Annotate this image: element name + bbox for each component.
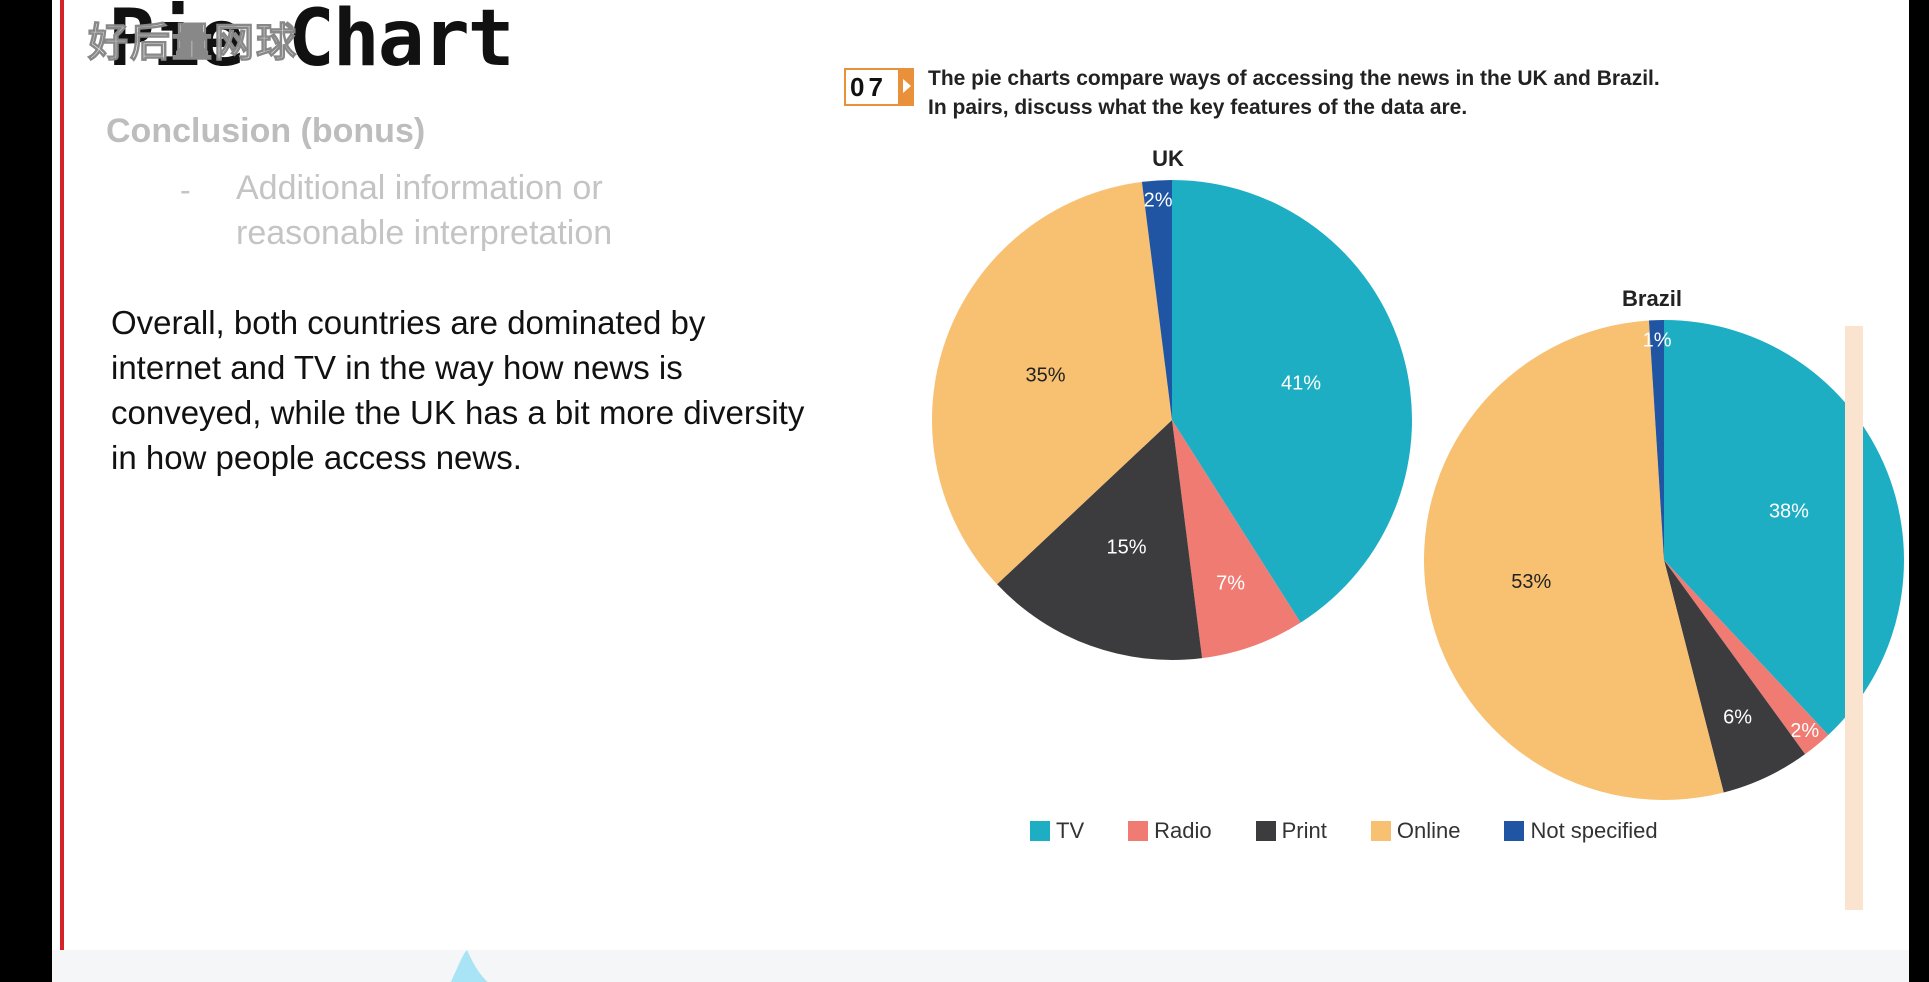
slide-title: Pie Chart	[108, 0, 515, 84]
legend-item-online: Online	[1370, 818, 1461, 844]
pie-slice-print	[997, 420, 1203, 661]
exercise-number-badge: 07	[844, 68, 914, 106]
chart-legend: TV Radio Print Online Not specified	[1030, 818, 1658, 844]
legend-label: Radio	[1154, 818, 1212, 843]
legend-swatch	[1255, 821, 1276, 841]
pie-data-label: 1%	[1643, 329, 1672, 351]
pie-slice-not-specified	[1141, 180, 1172, 420]
legend-swatch	[1370, 821, 1391, 841]
legend-item-radio: Radio	[1128, 818, 1212, 844]
pie-data-label: 7%	[1216, 573, 1245, 595]
pie-data-label: 2%	[1144, 190, 1173, 212]
pie-data-label: 41%	[1281, 373, 1321, 395]
pie-slice-online	[1424, 320, 1724, 800]
legend-item-print: Print	[1255, 818, 1327, 844]
pie-data-label: 53%	[1511, 571, 1551, 593]
caption-line-1: The pie charts compare ways of accessing…	[928, 67, 1660, 90]
legend-label: Not specified	[1530, 818, 1658, 843]
slide: Pie Chart 好后量网球 Conclusion (bonus) - Add…	[52, 0, 1909, 982]
pie-data-label: 38%	[1769, 501, 1809, 523]
conclusion-paragraph: Overall, both countries are dominated by…	[111, 304, 805, 476]
caption-line-2: In pairs, discuss what the key features …	[928, 96, 1468, 119]
pie-charts: UK 41% 7% 15% 35% 2% Brazil 38% 2% 6% 53% 1%	[932, 146, 1905, 800]
decorative-splash-icon	[450, 950, 488, 982]
pie-title-uk: UK	[1152, 146, 1184, 171]
pie-slice-tv	[1664, 320, 1905, 735]
legend-item-not-specified: Not specified	[1504, 818, 1658, 844]
pie-data-label: 2%	[1790, 720, 1819, 742]
red-accent-rule	[60, 0, 64, 982]
legend-label: Print	[1281, 818, 1327, 843]
bullet-text: Additional information or reasonable int…	[236, 169, 613, 252]
watermark-text: 好后量网球	[87, 19, 298, 66]
bullet-dash: -	[180, 172, 191, 208]
badge-arrow-icon	[898, 68, 914, 106]
pie-title-brazil: Brazil	[1622, 286, 1682, 311]
pie-data-label: 15%	[1106, 536, 1146, 558]
pie-slice-print	[1664, 560, 1806, 793]
section-subheading: Conclusion (bonus)	[106, 112, 426, 150]
video-frame-right-border	[1909, 0, 1929, 982]
pie-data-label: 6%	[1723, 706, 1752, 728]
legend-swatch	[1504, 821, 1525, 841]
pie-brazil: Brazil 38% 2% 6% 53% 1%	[1424, 286, 1905, 800]
figure-caption: The pie charts compare ways of accessing…	[928, 64, 1748, 122]
bottom-band	[52, 950, 1909, 982]
legend-swatch	[1128, 821, 1149, 841]
legend-label: TV	[1056, 818, 1085, 843]
pie-uk: UK 41% 7% 15% 35% 2%	[932, 146, 1412, 661]
badge-number: 07	[850, 71, 887, 102]
pie-data-label: 35%	[1026, 364, 1066, 386]
legend-label: Online	[1396, 818, 1461, 843]
pie-slice-radio	[1172, 420, 1301, 659]
pie-slice-online	[932, 181, 1172, 585]
pie-slice-tv	[1172, 180, 1412, 623]
pie-slice-not-specified	[1648, 320, 1664, 560]
video-frame-left-border	[0, 0, 52, 982]
legend-swatch	[1030, 821, 1050, 841]
side-strip	[1845, 326, 1863, 910]
legend-item-tv: TV	[1030, 818, 1084, 844]
pie-slice-radio	[1664, 560, 1829, 755]
